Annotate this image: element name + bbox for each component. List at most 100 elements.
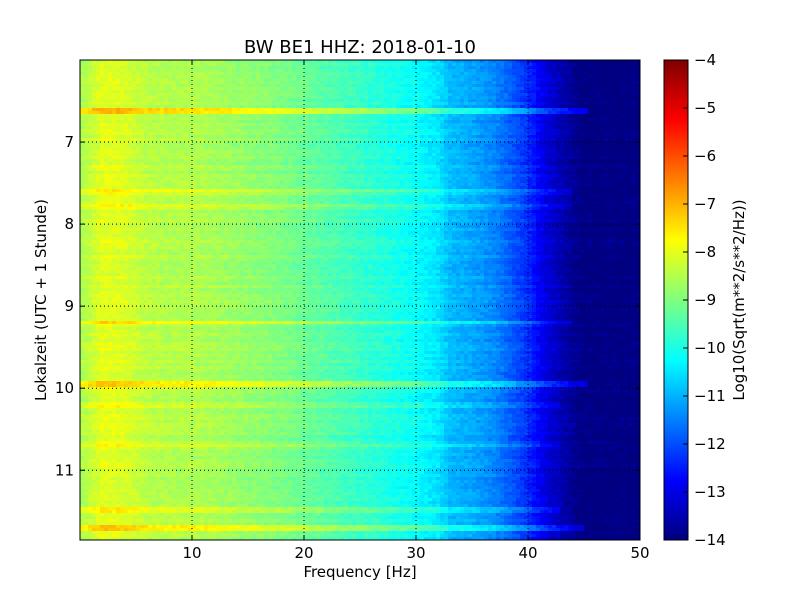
heatmap-cell: [568, 99, 573, 103]
heatmap-cell: [312, 81, 317, 85]
heatmap-cell: [576, 114, 581, 118]
heatmap-cell: [208, 108, 213, 112]
heatmap-cell: [300, 105, 305, 109]
heatmap-cell: [340, 105, 345, 109]
heatmap-cell: [164, 66, 169, 70]
heatmap-cell: [400, 81, 405, 85]
heatmap-cell: [336, 78, 341, 82]
heatmap-cell: [556, 117, 561, 121]
heatmap-cell: [132, 102, 137, 106]
heatmap-cell: [228, 96, 233, 100]
heatmap-cell: [180, 66, 185, 70]
heatmap-cell: [616, 90, 621, 94]
heatmap-cell: [340, 66, 345, 70]
heatmap-cell: [320, 60, 325, 64]
heatmap-cell: [196, 99, 201, 103]
heatmap-cell: [324, 111, 329, 115]
heatmap-cell: [84, 120, 89, 124]
heatmap-cell: [304, 102, 309, 106]
heatmap-cell: [248, 66, 253, 70]
heatmap-cell: [252, 111, 257, 115]
heatmap-cell: [152, 99, 157, 103]
heatmap-cell: [376, 93, 381, 97]
heatmap-cell: [436, 108, 441, 112]
heatmap-cell: [136, 108, 141, 112]
heatmap-cell: [144, 87, 149, 91]
heatmap-cell: [112, 75, 117, 79]
heatmap-cell: [420, 60, 425, 64]
heatmap-cell: [500, 87, 505, 91]
heatmap-cell: [228, 69, 233, 73]
heatmap-cell: [396, 66, 401, 70]
heatmap-cell: [512, 102, 517, 106]
heatmap-cell: [608, 81, 613, 85]
heatmap-cell: [316, 102, 321, 106]
heatmap-cell: [316, 93, 321, 97]
heatmap-cell: [560, 81, 565, 85]
heatmap-cell: [556, 108, 561, 112]
heatmap-cell: [440, 96, 445, 100]
heatmap-cell: [240, 81, 245, 85]
heatmap-cell: [492, 84, 497, 88]
heatmap-cell: [340, 75, 345, 79]
heatmap-cell: [80, 75, 85, 79]
heatmap-cell: [260, 66, 265, 70]
heatmap-cell: [164, 114, 169, 118]
heatmap-cell: [304, 69, 309, 73]
heatmap-cell: [256, 108, 261, 112]
heatmap-cell: [408, 93, 413, 97]
heatmap-cell: [616, 81, 621, 85]
heatmap-cell: [584, 87, 589, 91]
heatmap-cell: [180, 84, 185, 88]
heatmap-cell: [516, 102, 521, 106]
heatmap-cell: [480, 66, 485, 70]
heatmap-cell: [428, 75, 433, 79]
heatmap-cell: [160, 93, 165, 97]
heatmap-cell: [132, 72, 137, 76]
heatmap-cell: [392, 102, 397, 106]
heatmap-cell: [328, 81, 333, 85]
heatmap-cell: [552, 99, 557, 103]
heatmap-cell: [624, 96, 629, 100]
heatmap-cell: [344, 120, 349, 124]
heatmap-cell: [112, 114, 117, 118]
heatmap-cell: [528, 72, 533, 76]
heatmap-cell: [452, 114, 457, 118]
heatmap-cell: [536, 105, 541, 109]
heatmap-cell: [204, 69, 209, 73]
heatmap-cell: [560, 117, 565, 121]
heatmap-cell: [372, 60, 377, 64]
heatmap-cell: [268, 108, 273, 112]
heatmap-cell: [344, 108, 349, 112]
heatmap-cell: [204, 90, 209, 94]
heatmap-cell: [612, 111, 617, 115]
heatmap-cell: [272, 108, 277, 112]
heatmap-cell: [348, 120, 353, 124]
heatmap-cell: [244, 96, 249, 100]
heatmap-cell: [592, 81, 597, 85]
heatmap-cell: [452, 87, 457, 91]
heatmap-cell: [516, 60, 521, 64]
heatmap-cell: [536, 108, 541, 112]
heatmap-cell: [320, 72, 325, 76]
heatmap-cell: [560, 69, 565, 73]
heatmap-cell: [84, 75, 89, 79]
heatmap-cell: [416, 93, 421, 97]
heatmap-cell: [548, 96, 553, 100]
heatmap-cell: [192, 75, 197, 79]
heatmap-cell: [392, 72, 397, 76]
heatmap-cell: [280, 69, 285, 73]
heatmap-cell: [276, 90, 281, 94]
heatmap-cell: [264, 105, 269, 109]
heatmap-cell: [128, 120, 133, 124]
heatmap-cell: [96, 96, 101, 100]
heatmap-cell: [96, 87, 101, 91]
heatmap-cell: [456, 105, 461, 109]
heatmap-cell: [504, 81, 509, 85]
heatmap-cell: [128, 78, 133, 82]
heatmap-cell: [336, 99, 341, 103]
heatmap-cell: [148, 63, 153, 67]
heatmap-cell: [332, 99, 337, 103]
heatmap-cell: [260, 69, 265, 73]
heatmap-cell: [364, 81, 369, 85]
